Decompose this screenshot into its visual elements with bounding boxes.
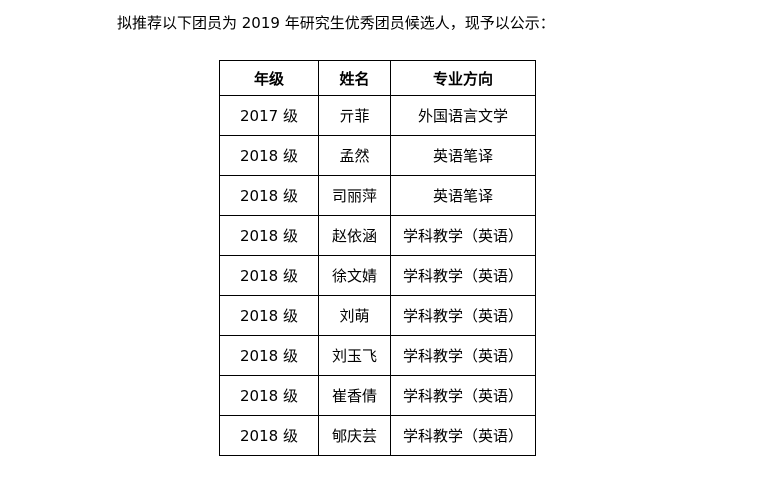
cell-name: 司丽萍 <box>318 175 391 216</box>
table-row: 2018 级刘萌 学科教学（英语） <box>219 295 536 336</box>
table-header-row: 年级 姓名 专业方向 <box>219 60 536 96</box>
cell-name: 徐文婧 <box>318 255 391 296</box>
cell-name: 孟然 <box>318 135 391 176</box>
table-row: 2018 级徐文婧 学科教学（英语） <box>219 255 536 296</box>
cell-major: 学科教学（英语） <box>390 415 536 456</box>
cell-name: 亓菲 <box>318 95 391 136</box>
cell-grade: 2018 级 <box>219 415 319 456</box>
cell-major: 学科教学（英语） <box>390 215 536 256</box>
cell-name: 郇庆芸 <box>318 415 391 456</box>
table-row: 2018 级赵依涵 学科教学（英语） <box>219 215 536 256</box>
cell-major: 外国语言文学 <box>390 95 536 136</box>
cell-name: 赵依涵 <box>318 215 391 256</box>
cell-name: 刘玉飞 <box>318 335 391 376</box>
cell-major: 英语笔译 <box>390 135 536 176</box>
table-row: 2018 级孟然 英语笔译 <box>219 135 536 176</box>
cell-major: 学科教学（英语） <box>390 335 536 376</box>
cell-grade: 2018 级 <box>219 335 319 376</box>
table-row: 2018 级司丽萍 英语笔译 <box>219 175 536 216</box>
cell-grade: 2018 级 <box>219 375 319 416</box>
cell-major: 学科教学（英语） <box>390 295 536 336</box>
cell-name: 刘萌 <box>318 295 391 336</box>
header-major: 专业方向 <box>390 60 536 96</box>
table-row: 2018 级刘玉飞 学科教学（英语） <box>219 335 536 376</box>
cell-name: 崔香倩 <box>318 375 391 416</box>
cell-major: 学科教学（英语） <box>390 255 536 296</box>
cell-major: 英语笔译 <box>390 175 536 216</box>
intro-text: 拟推荐以下团员为 2019 年研究生优秀团员候选人，现予以公示： <box>117 14 555 32</box>
cell-grade: 2018 级 <box>219 175 319 216</box>
header-name: 姓名 <box>318 60 391 96</box>
table-row: 2018 级崔香倩 学科教学（英语） <box>219 375 536 416</box>
cell-grade: 2018 级 <box>219 255 319 296</box>
table-row: 2017 级亓菲 外国语言文学 <box>219 95 536 136</box>
cell-grade: 2018 级 <box>219 215 319 256</box>
cell-grade: 2018 级 <box>219 295 319 336</box>
cell-major: 学科教学（英语） <box>390 375 536 416</box>
header-grade: 年级 <box>219 60 319 96</box>
cell-grade: 2018 级 <box>219 135 319 176</box>
candidate-table: 年级 姓名 专业方向 2017 级亓菲 外国语言文学 2018 级孟然 英语笔译 201… <box>219 60 536 456</box>
table-row: 2018 级郇庆芸 学科教学（英语） <box>219 415 536 456</box>
cell-grade: 2017 级 <box>219 95 319 136</box>
